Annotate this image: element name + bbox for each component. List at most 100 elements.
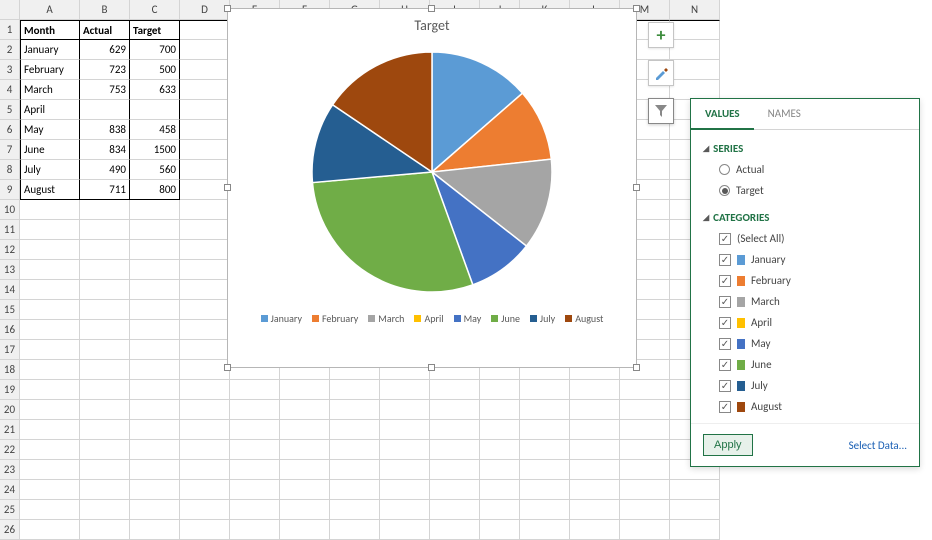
cell[interactable]: 490	[80, 160, 130, 180]
legend-item[interactable]: March	[368, 312, 404, 325]
cell[interactable]	[80, 280, 130, 300]
cell[interactable]	[230, 420, 280, 440]
cell[interactable]	[180, 420, 230, 440]
cell[interactable]	[180, 140, 230, 160]
chart-title[interactable]: Target	[228, 9, 636, 38]
cell[interactable]	[20, 240, 80, 260]
chart-elements-button[interactable]: +	[648, 22, 674, 48]
legend-item[interactable]: May	[454, 312, 482, 325]
cell[interactable]	[570, 440, 620, 460]
cell[interactable]	[330, 480, 380, 500]
cell[interactable]: May	[20, 120, 80, 140]
cell[interactable]	[180, 340, 230, 360]
cell[interactable]: Target	[130, 20, 180, 40]
cell[interactable]	[80, 300, 130, 320]
cell[interactable]	[380, 460, 430, 480]
cell[interactable]	[280, 480, 330, 500]
cell[interactable]	[80, 100, 130, 120]
cell[interactable]	[480, 480, 520, 500]
cell[interactable]	[430, 520, 480, 540]
cell[interactable]	[430, 500, 480, 520]
cell[interactable]	[180, 400, 230, 420]
cell[interactable]	[180, 320, 230, 340]
cell[interactable]	[230, 500, 280, 520]
column-header[interactable]: N	[670, 0, 720, 20]
cell[interactable]	[520, 440, 570, 460]
cell[interactable]	[130, 240, 180, 260]
cell[interactable]	[180, 20, 230, 40]
cell[interactable]	[670, 80, 720, 100]
cell[interactable]	[80, 500, 130, 520]
cell[interactable]: Month	[20, 20, 80, 40]
cell[interactable]	[520, 520, 570, 540]
categories-section-header[interactable]: ◢ CATEGORIES	[703, 207, 907, 228]
cell[interactable]: 1500	[130, 140, 180, 160]
cell[interactable]: 458	[130, 120, 180, 140]
series-radio-row[interactable]: Target	[703, 180, 907, 201]
cell[interactable]	[130, 400, 180, 420]
chart-legend[interactable]: JanuaryFebruaryMarchAprilMayJuneJulyAugu…	[228, 302, 636, 335]
cell[interactable]	[20, 420, 80, 440]
cell[interactable]: 711	[80, 180, 130, 200]
cell[interactable]	[130, 440, 180, 460]
series-radio-row[interactable]: Actual	[703, 159, 907, 180]
cell[interactable]	[180, 360, 230, 380]
legend-item[interactable]: April	[414, 312, 443, 325]
cell[interactable]	[180, 160, 230, 180]
category-checkbox-row[interactable]: ✓April	[703, 312, 907, 333]
cell[interactable]	[20, 320, 80, 340]
tab-values[interactable]: VALUES	[691, 99, 754, 130]
cell[interactable]	[20, 500, 80, 520]
cell[interactable]	[430, 480, 480, 500]
cell[interactable]	[380, 520, 430, 540]
cell[interactable]	[130, 520, 180, 540]
cell[interactable]	[130, 480, 180, 500]
cell[interactable]: Actual	[80, 20, 130, 40]
cell[interactable]	[280, 500, 330, 520]
column-header[interactable]: A	[20, 0, 80, 20]
cell[interactable]	[230, 380, 280, 400]
cell[interactable]	[380, 440, 430, 460]
cell[interactable]	[20, 380, 80, 400]
cell[interactable]	[570, 480, 620, 500]
row-header[interactable]: 24	[0, 480, 20, 500]
chart-styles-button[interactable]	[648, 60, 674, 86]
cell[interactable]	[130, 420, 180, 440]
cell[interactable]	[670, 20, 720, 40]
legend-item[interactable]: August	[565, 312, 603, 325]
cell[interactable]	[130, 100, 180, 120]
cell[interactable]	[180, 200, 230, 220]
cell[interactable]	[620, 480, 670, 500]
cell[interactable]	[20, 480, 80, 500]
row-header[interactable]: 7	[0, 140, 20, 160]
column-header[interactable]: D	[180, 0, 230, 20]
category-checkbox-row[interactable]: ✓July	[703, 375, 907, 396]
cell[interactable]	[330, 460, 380, 480]
cell[interactable]: 753	[80, 80, 130, 100]
cell[interactable]	[480, 420, 520, 440]
cell[interactable]	[20, 200, 80, 220]
cell[interactable]	[80, 380, 130, 400]
cell[interactable]: 560	[130, 160, 180, 180]
apply-button[interactable]: Apply	[703, 434, 753, 456]
cell[interactable]	[80, 480, 130, 500]
cell[interactable]	[520, 380, 570, 400]
cell[interactable]	[180, 60, 230, 80]
cell[interactable]	[570, 500, 620, 520]
cell[interactable]	[230, 460, 280, 480]
cell[interactable]: 834	[80, 140, 130, 160]
cell[interactable]	[280, 440, 330, 460]
cell[interactable]	[520, 400, 570, 420]
cell[interactable]	[20, 440, 80, 460]
category-checkbox-row[interactable]: ✓March	[703, 291, 907, 312]
cell[interactable]	[570, 380, 620, 400]
cell[interactable]	[20, 400, 80, 420]
cell[interactable]	[180, 520, 230, 540]
category-checkbox-row[interactable]: ✓May	[703, 333, 907, 354]
cell[interactable]	[330, 380, 380, 400]
cell[interactable]	[520, 460, 570, 480]
row-header[interactable]: 14	[0, 280, 20, 300]
cell[interactable]	[180, 180, 230, 200]
cell[interactable]: March	[20, 80, 80, 100]
legend-item[interactable]: January	[261, 312, 302, 325]
